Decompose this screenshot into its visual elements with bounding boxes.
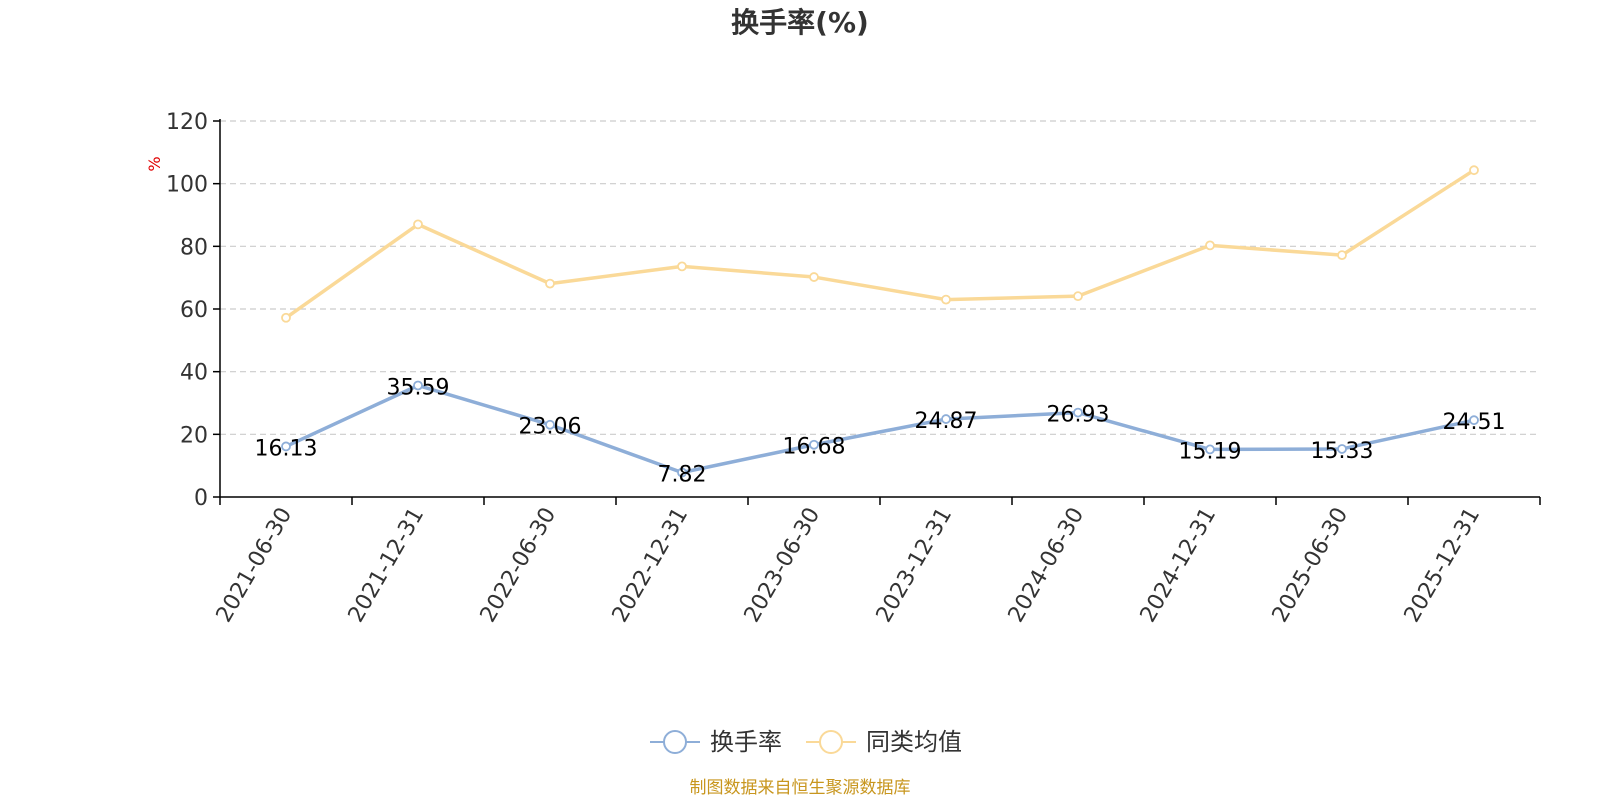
data-label: 15.19 [1179, 439, 1242, 464]
data-point[interactable] [809, 272, 819, 282]
grid-lines [220, 120, 1540, 435]
series-line-1 [285, 383, 1475, 475]
series-lines [281, 165, 1479, 478]
x-tick-label: 2024-12-31 [1136, 504, 1222, 627]
x-tick-label: 2021-06-30 [212, 504, 298, 627]
y-tick-label: 40 [180, 361, 208, 386]
data-point[interactable] [413, 219, 423, 230]
data-point[interactable] [1337, 250, 1347, 261]
legend-label: 同类均值 [866, 728, 962, 756]
data-label: 35.59 [387, 375, 450, 400]
chart-title: 换手率(%) [731, 6, 869, 39]
data-point[interactable] [677, 261, 687, 272]
x-tick-label: 2024-06-30 [1004, 504, 1090, 627]
data-point[interactable] [1205, 240, 1215, 251]
data-label: 15.33 [1311, 439, 1374, 464]
data-point[interactable] [1469, 415, 1479, 426]
y-tick-label: 80 [180, 235, 208, 260]
y-tick-label: 0 [194, 486, 208, 511]
data-point[interactable] [941, 414, 951, 424]
x-tick-label: 2025-12-31 [1400, 504, 1486, 627]
legend-item-1[interactable]: 换手率 [650, 728, 782, 756]
legend-marker [663, 730, 687, 754]
data-label: 16.13 [255, 436, 318, 461]
data-point[interactable] [1205, 444, 1215, 455]
data-point[interactable] [1337, 444, 1347, 454]
data-point[interactable] [677, 467, 687, 478]
axes: 0 20 40 60 80 100 120 2021-06-30 2021-12-31 2022-… [166, 110, 1541, 627]
data-point[interactable] [281, 312, 291, 323]
data-point[interactable] [545, 419, 555, 430]
x-tick-label: 2023-12-31 [872, 504, 958, 627]
data-point[interactable] [809, 439, 819, 450]
data-label: 16.68 [783, 435, 846, 460]
data-label: 23.06 [519, 415, 582, 440]
legend-label: 换手率 [710, 728, 782, 756]
data-label: 26.93 [1047, 403, 1110, 428]
x-tick-label: 2022-12-31 [608, 504, 694, 627]
data-point[interactable] [413, 380, 423, 391]
y-axis-label: % [145, 156, 164, 171]
data-point[interactable] [1073, 407, 1083, 418]
source-note: 制图数据来自恒生聚源数据库 [690, 778, 911, 798]
data-point[interactable] [281, 441, 291, 452]
legend-item-2[interactable]: 同类均值 [806, 728, 962, 756]
data-point[interactable] [545, 278, 555, 289]
data-point[interactable] [1073, 291, 1083, 302]
data-point[interactable] [941, 294, 951, 305]
legend[interactable]: 换手率 同类均值 [650, 728, 962, 756]
legend-marker [819, 730, 843, 754]
x-tick-label: 2022-06-30 [476, 504, 562, 627]
x-tick-label: 2021-12-31 [344, 504, 430, 627]
x-tick-label: 2023-06-30 [740, 504, 826, 627]
data-point[interactable] [1469, 165, 1479, 176]
data-label: 24.87 [915, 409, 978, 434]
y-tick-label: 20 [180, 423, 208, 448]
data-label: 7.82 [658, 462, 707, 487]
data-label: 24.51 [1443, 410, 1506, 435]
y-tick-label: 120 [166, 110, 208, 135]
series-line-2 [284, 168, 1475, 320]
x-tick-label: 2025-06-30 [1268, 504, 1354, 627]
y-tick-label: 60 [180, 298, 208, 323]
y-tick-label: 100 [166, 173, 208, 198]
data-labels: 16.13 35.59 23.06 7.82 16.68 24.87 26.93 15.19 1… [255, 375, 1506, 487]
